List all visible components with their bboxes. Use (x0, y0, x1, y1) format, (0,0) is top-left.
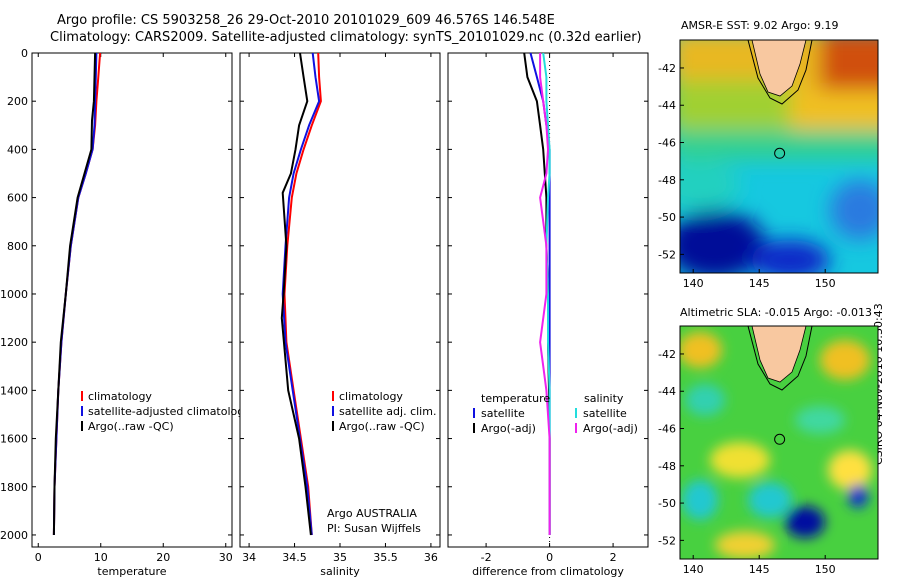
annotation-text: PI: Susan Wijffels (327, 522, 421, 535)
sla-map: 140 145 150 -42 -44 -46 -48 -50 -52 (658, 325, 879, 576)
x-tick-label: 36 (424, 551, 438, 564)
x-tick-label: 34.5 (282, 551, 307, 564)
sla-map-title: Altimetric SLA: -0.015 Argo: -0.013 (680, 306, 872, 319)
annotation-text: Argo AUSTRALIA (327, 507, 417, 520)
map-x-tick-label: 150 (815, 563, 836, 576)
map-x-tick-label: 150 (815, 277, 836, 290)
y-tick-label: 1200 (0, 336, 28, 349)
legend-label: Argo(..raw -QC) (88, 420, 174, 433)
x-axis-label: temperature (97, 565, 166, 578)
x-tick-label: 10 (94, 551, 108, 564)
map-y-tick-label: -44 (658, 99, 676, 112)
map-x-tick-label: 145 (749, 563, 770, 576)
map-y-tick-label: -52 (658, 248, 676, 261)
y-tick-label: 1800 (0, 481, 28, 494)
series-line (539, 53, 551, 535)
y-tick-label: 1000 (0, 288, 28, 301)
map-y-tick-label: -44 (658, 385, 676, 398)
map-y-tick-label: -42 (658, 62, 676, 75)
legend-label: satellite (583, 407, 627, 420)
legend-label: climatology (88, 390, 152, 403)
map-y-tick-label: -50 (658, 497, 676, 510)
map-x-tick-label: 140 (683, 563, 704, 576)
series-line (280, 52, 312, 536)
map-x-tick-label: 145 (749, 277, 770, 290)
argo-float-marker-sst (774, 147, 786, 159)
y-tick-label: 1600 (0, 433, 28, 446)
argo-float-marker-sla (774, 433, 786, 445)
plot-frame (239, 52, 441, 548)
plot-frame (31, 52, 233, 548)
salinity-panel: 34 34.5 35 35.5 36 salinity climatology satelli… (239, 52, 441, 578)
x-tick-label: 2 (610, 551, 617, 564)
x-axis-label: difference from climatology (472, 565, 624, 578)
series-line (281, 52, 321, 536)
map-y-tick-label: -46 (658, 423, 676, 436)
y-tick-label: 400 (7, 143, 28, 156)
legend-label: Argo(..raw -QC) (339, 420, 425, 433)
map-x-tick-label: 140 (683, 277, 704, 290)
legend-label: Argo(-adj) (583, 422, 638, 435)
x-tick-label: 0 (546, 551, 553, 564)
map-y-tick-label: -46 (658, 137, 676, 150)
x-tick-label: 20 (156, 551, 170, 564)
map-y-tick-label: -48 (658, 460, 676, 473)
climatology-subtitle: Climatology: CARS2009. Satellite-adjuste… (50, 30, 642, 45)
y-tick-label: 600 (7, 192, 28, 205)
y-tick-label: 0 (21, 47, 28, 60)
y-tick-label: 800 (7, 240, 28, 253)
profile-title: Argo profile: CS 5903258_26 29-Oct-2010 … (57, 13, 555, 28)
y-tick-label: 200 (7, 95, 28, 108)
map-y-tick-label: -52 (658, 534, 676, 547)
y-tick-label: 2000 (0, 529, 28, 542)
sst-map-title: AMSR-E SST: 9.02 Argo: 9.19 (681, 19, 839, 32)
x-tick-label: 0 (35, 551, 42, 564)
legend-title: salinity (584, 392, 624, 405)
x-tick-label: 34 (242, 551, 256, 564)
x-tick-label: 30 (219, 551, 233, 564)
x-tick-label: -2 (481, 551, 492, 564)
legend-label: satellite-adjusted climatology (88, 405, 251, 418)
x-axis-label: salinity (320, 565, 360, 578)
x-tick-label: 35 (333, 551, 347, 564)
y-tick-label: 1400 (0, 384, 28, 397)
x-tick-label: 35.5 (373, 551, 398, 564)
series-line (52, 52, 97, 536)
map-y-tick-label: -50 (658, 211, 676, 224)
sst-map: 140 145 150 -42 -44 -46 -48 -50 -52 (658, 39, 879, 290)
map-y-tick-label: -48 (658, 174, 676, 187)
legend-title: temperature (481, 392, 550, 405)
legend-label: satellite (481, 407, 525, 420)
legend-label: climatology (339, 390, 403, 403)
legend-label: Argo(-adj) (481, 422, 536, 435)
map-y-tick-label: -42 (658, 348, 676, 361)
legend-label: satellite adj. clim. (339, 405, 436, 418)
temperature-panel: 0 10 20 30 temperature 0 200 400 600 800 1000 1200 1… (0, 47, 251, 578)
